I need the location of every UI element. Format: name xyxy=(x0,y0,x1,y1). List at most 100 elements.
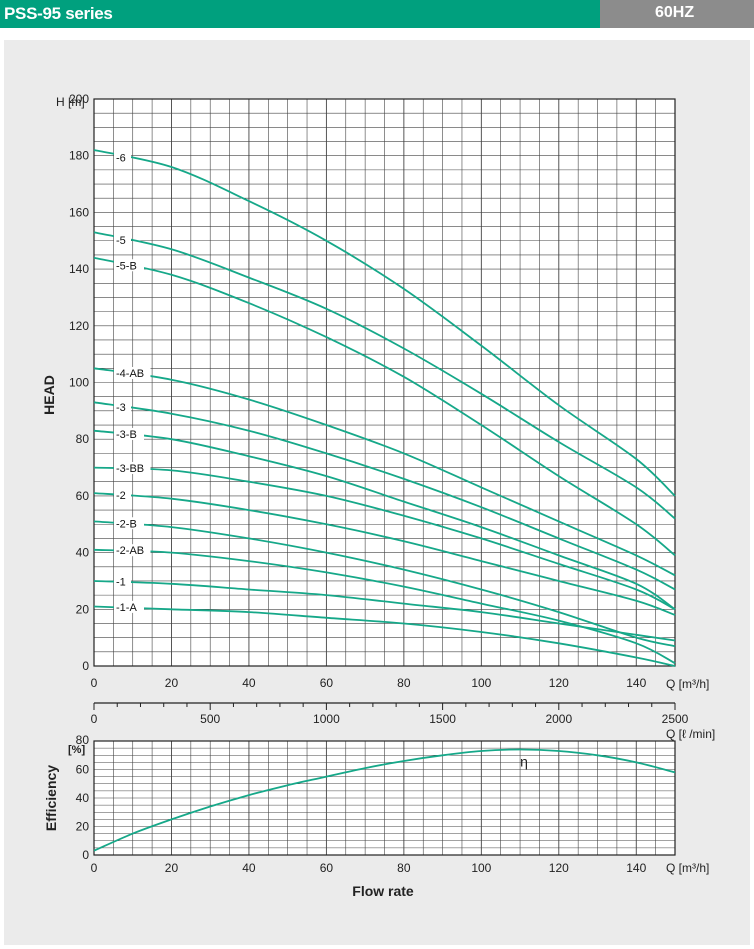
head-curves xyxy=(93,149,676,667)
curve-2 xyxy=(93,492,676,616)
lmin-axis-ticks: 0 500 1000 1500 2000 2500 xyxy=(91,703,689,726)
header-bar: PSS-95 series 60HZ xyxy=(0,0,754,28)
series-label-1: -1 xyxy=(116,576,126,588)
head-y-tick: 60 xyxy=(76,489,90,503)
frequency-label: 60HZ xyxy=(655,4,695,21)
series-label-3: -3 xyxy=(116,402,126,414)
series-label-bg xyxy=(114,233,131,246)
efficiency-series-label: η xyxy=(520,754,528,770)
efficiency-y-tick: 60 xyxy=(76,763,90,777)
head-y-tick: 0 xyxy=(82,659,89,673)
series-label-bg xyxy=(114,517,144,530)
curve-2-AB xyxy=(93,548,676,665)
series-label-4-AB: -4-AB xyxy=(116,368,144,380)
series-title: PSS-95 series xyxy=(4,4,113,23)
head-y-tick: 120 xyxy=(69,319,89,333)
head-y-tick: 200 xyxy=(69,92,89,106)
head-x-tick: 120 xyxy=(549,676,569,690)
series-label-bg xyxy=(114,600,144,613)
lmin-tick-label: 0 xyxy=(91,712,98,726)
head-y-tick: 20 xyxy=(76,602,90,616)
series-label-bg xyxy=(114,151,131,164)
head-x-tick: 0 xyxy=(91,676,98,690)
efficiency-y-ticks: 0 20 40 60 80 xyxy=(76,733,90,862)
efficiency-curves: η xyxy=(93,748,676,852)
series-label-5-B: -5-B xyxy=(116,260,137,272)
head-y-tick: 140 xyxy=(69,262,89,276)
efficiency-x-tick: 80 xyxy=(397,861,411,875)
head-x-tick: 100 xyxy=(471,676,491,690)
curve-5-B xyxy=(93,256,676,557)
flow-rate-label: Flow rate xyxy=(352,883,414,899)
head-y-unit: H [m] xyxy=(56,95,85,109)
efficiency-x-tick: 120 xyxy=(549,861,569,875)
series-label-bg xyxy=(114,575,131,588)
head-axis-label: HEAD xyxy=(41,375,57,415)
head-y-ticks: 0 20 40 60 80 100 120 140 160 180 200 xyxy=(69,92,89,673)
lmin-tick-label: 1000 xyxy=(313,712,340,726)
efficiency-x-tick: 60 xyxy=(320,861,334,875)
series-label-5: -5 xyxy=(116,235,126,247)
efficiency-x-unit: Q [m³/h] xyxy=(666,861,709,875)
series-labels: -6 -5 -5-B -4-AB -3 -3-B -3-BB -2 -2-B -2-AB -1 -1-… xyxy=(114,151,151,614)
frequency-banner xyxy=(600,0,754,28)
efficiency-x-ticks: 0 20 40 60 80 100 120 140 xyxy=(91,861,647,875)
series-label-bg xyxy=(114,401,131,414)
efficiency-x-tick: 0 xyxy=(91,861,98,875)
head-x-tick: 60 xyxy=(320,676,334,690)
head-y-tick: 40 xyxy=(76,546,90,560)
series-label-2: -2 xyxy=(116,490,126,502)
series-label-bg xyxy=(114,259,144,272)
curve-2-B xyxy=(93,520,676,648)
efficiency-x-tick: 20 xyxy=(165,861,179,875)
series-label-bg xyxy=(114,544,151,557)
efficiency-axis-label: Efficiency xyxy=(43,765,59,831)
series-label-6: -6 xyxy=(116,153,126,165)
head-chart-frame xyxy=(93,98,676,667)
series-label-bg xyxy=(114,427,144,440)
head-y-tick: 80 xyxy=(76,432,90,446)
head-x-tick: 140 xyxy=(626,676,646,690)
efficiency-y-tick: 20 xyxy=(76,820,90,834)
title-banner xyxy=(0,0,600,28)
series-label-bg xyxy=(114,488,131,501)
head-y-tick: 180 xyxy=(69,149,89,163)
series-label-2-B: -2-B xyxy=(116,518,137,530)
curve-4-AB xyxy=(93,367,676,577)
efficiency-curve xyxy=(93,748,676,852)
head-y-tick: 100 xyxy=(69,376,89,390)
series-label-bg xyxy=(114,366,151,379)
series-label-2-AB: -2-AB xyxy=(116,545,144,557)
head-y-tick: 160 xyxy=(69,205,89,219)
curve-1 xyxy=(93,580,676,642)
head-x-tick: 80 xyxy=(397,676,411,690)
lmin-tick-label: 500 xyxy=(200,712,220,726)
curve-6 xyxy=(93,149,676,497)
lmin-axis-unit: Q [ℓ /min] xyxy=(666,727,715,741)
curve-3-B xyxy=(93,429,676,611)
head-x-tick: 40 xyxy=(242,676,256,690)
efficiency-x-tick: 100 xyxy=(471,861,491,875)
head-chart-grid xyxy=(94,99,675,666)
curve-1-A xyxy=(93,605,676,667)
efficiency-x-tick: 40 xyxy=(242,861,256,875)
efficiency-y-tick: 80 xyxy=(76,733,90,747)
head-x-ticks: 0 20 40 60 80 100 120 140 xyxy=(91,676,647,690)
lmin-tick-label: 1500 xyxy=(429,712,456,726)
series-label-1-A: -1-A xyxy=(116,602,137,614)
efficiency-y-tick: 0 xyxy=(82,848,89,862)
series-label-3-B: -3-B xyxy=(116,429,137,441)
lmin-tick-label: 2000 xyxy=(545,712,572,726)
efficiency-chart-grid xyxy=(94,741,675,855)
efficiency-y-unit: [%] xyxy=(68,744,85,756)
efficiency-y-tick: 40 xyxy=(76,791,90,805)
curve-3 xyxy=(93,401,676,591)
curve-3-BB xyxy=(93,466,676,611)
head-x-tick: 20 xyxy=(165,676,179,690)
series-label-3-BB: -3-BB xyxy=(116,463,144,475)
efficiency-chart-frame xyxy=(93,740,676,856)
curve-5 xyxy=(93,231,676,520)
plot-area xyxy=(94,741,675,855)
series-label-bg xyxy=(114,461,151,474)
